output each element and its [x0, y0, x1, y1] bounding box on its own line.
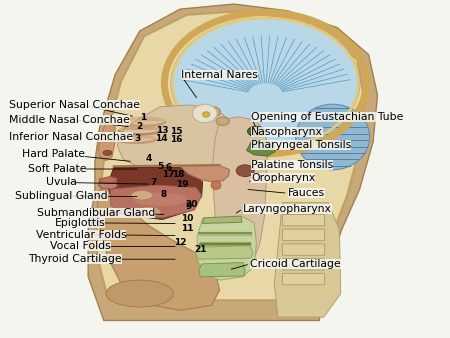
Text: 16: 16: [170, 135, 183, 144]
Text: Ventricular Folds: Ventricular Folds: [36, 230, 126, 240]
Text: Epiglottis: Epiglottis: [54, 218, 105, 228]
Ellipse shape: [211, 181, 221, 189]
Polygon shape: [121, 117, 166, 121]
Polygon shape: [111, 185, 202, 218]
Text: Laryngopharynx: Laryngopharynx: [243, 204, 332, 214]
FancyBboxPatch shape: [283, 214, 324, 226]
Polygon shape: [99, 176, 117, 183]
Polygon shape: [199, 263, 245, 277]
Text: 21: 21: [194, 245, 207, 254]
Text: Vocal Folds: Vocal Folds: [50, 241, 111, 251]
Text: 4: 4: [145, 154, 152, 163]
Text: Soft Palate: Soft Palate: [27, 164, 86, 174]
Text: Nasopharynx: Nasopharynx: [251, 127, 323, 137]
FancyBboxPatch shape: [283, 273, 324, 285]
Text: Hard Palate: Hard Palate: [22, 149, 85, 159]
Text: 6: 6: [166, 163, 172, 172]
FancyBboxPatch shape: [283, 259, 324, 270]
Polygon shape: [97, 11, 364, 300]
Polygon shape: [274, 203, 341, 317]
Text: Opening of Eustachian Tube: Opening of Eustachian Tube: [251, 112, 403, 122]
Polygon shape: [117, 105, 234, 174]
Text: 12: 12: [174, 238, 186, 247]
Text: 15: 15: [170, 127, 183, 136]
Text: 14: 14: [155, 134, 167, 143]
Text: Pharyngeal Tonsils: Pharyngeal Tonsils: [251, 140, 351, 150]
Text: 7: 7: [150, 178, 157, 187]
Text: 1: 1: [140, 113, 146, 122]
Text: 8: 8: [160, 190, 166, 199]
Polygon shape: [97, 182, 220, 310]
Polygon shape: [197, 216, 256, 280]
Text: 3: 3: [135, 134, 141, 143]
Polygon shape: [202, 216, 242, 223]
Text: Superior Nasal Conchae: Superior Nasal Conchae: [9, 100, 140, 110]
Ellipse shape: [202, 106, 220, 117]
Ellipse shape: [193, 104, 217, 123]
Ellipse shape: [236, 165, 254, 176]
Ellipse shape: [136, 207, 161, 217]
Text: 18: 18: [171, 170, 184, 179]
Ellipse shape: [296, 104, 370, 170]
Text: Palatine Tonsils: Palatine Tonsils: [251, 160, 333, 170]
Ellipse shape: [248, 126, 266, 136]
FancyBboxPatch shape: [283, 244, 324, 255]
Text: Thyroid Cartilage: Thyroid Cartilage: [28, 254, 122, 264]
Polygon shape: [116, 135, 156, 139]
Text: Submandibular Gland: Submandibular Gland: [36, 208, 155, 218]
Text: Uvula: Uvula: [45, 177, 76, 188]
Text: Inferior Nasal Conchae: Inferior Nasal Conchae: [9, 132, 133, 142]
Polygon shape: [212, 117, 268, 273]
Text: 9: 9: [185, 201, 191, 211]
Polygon shape: [99, 183, 117, 189]
Polygon shape: [247, 140, 275, 156]
Ellipse shape: [103, 150, 112, 155]
Polygon shape: [108, 167, 202, 219]
Polygon shape: [88, 4, 378, 320]
Text: Fauces: Fauces: [288, 188, 325, 198]
FancyBboxPatch shape: [283, 229, 324, 241]
Ellipse shape: [216, 117, 230, 125]
Text: Middle Nasal Conchae: Middle Nasal Conchae: [9, 115, 130, 125]
Ellipse shape: [133, 193, 187, 206]
Text: Sublingual Gland: Sublingual Gland: [15, 191, 108, 201]
Text: 17: 17: [162, 170, 175, 179]
Text: Cricoid Cartilage: Cricoid Cartilage: [250, 259, 341, 269]
Text: 5: 5: [157, 162, 163, 171]
Ellipse shape: [171, 18, 360, 149]
Circle shape: [202, 112, 210, 117]
Text: 20: 20: [185, 200, 198, 209]
Polygon shape: [99, 122, 115, 161]
Text: 13: 13: [156, 126, 168, 135]
Polygon shape: [180, 166, 230, 182]
Text: Oropharynx: Oropharynx: [251, 173, 315, 184]
Text: Internal Nares: Internal Nares: [181, 70, 258, 80]
Text: 11: 11: [180, 224, 193, 234]
Polygon shape: [196, 246, 253, 259]
Text: 2: 2: [137, 122, 143, 131]
Ellipse shape: [131, 191, 153, 200]
Polygon shape: [118, 126, 161, 130]
Text: 19: 19: [176, 180, 189, 189]
Text: 10: 10: [181, 214, 193, 223]
Ellipse shape: [106, 280, 173, 307]
